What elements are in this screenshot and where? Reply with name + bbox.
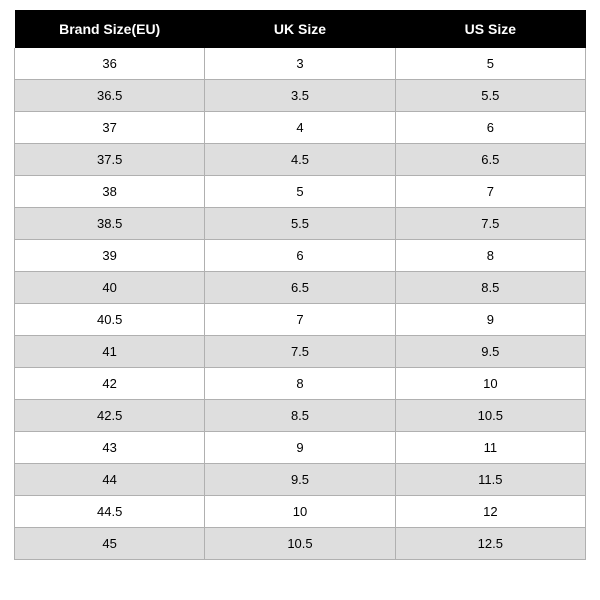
table-row: 417.59.5 bbox=[15, 336, 586, 368]
table-cell: 3.5 bbox=[205, 80, 395, 112]
table-cell: 5.5 bbox=[205, 208, 395, 240]
table-cell: 11.5 bbox=[395, 464, 585, 496]
table-row: 42810 bbox=[15, 368, 586, 400]
table-cell: 12.5 bbox=[395, 528, 585, 560]
table-row: 37.54.56.5 bbox=[15, 144, 586, 176]
table-cell: 38.5 bbox=[15, 208, 205, 240]
table-row: 406.58.5 bbox=[15, 272, 586, 304]
table-cell: 41 bbox=[15, 336, 205, 368]
table-cell: 5 bbox=[395, 48, 585, 80]
table-cell: 4.5 bbox=[205, 144, 395, 176]
table-cell: 6.5 bbox=[205, 272, 395, 304]
table-cell: 10 bbox=[395, 368, 585, 400]
table-row: 36.53.55.5 bbox=[15, 80, 586, 112]
table-cell: 36.5 bbox=[15, 80, 205, 112]
table-cell: 8 bbox=[395, 240, 585, 272]
table-row: 3857 bbox=[15, 176, 586, 208]
table-cell: 36 bbox=[15, 48, 205, 80]
table-body: 363536.53.55.5374637.54.56.5385738.55.57… bbox=[15, 48, 586, 560]
table-cell: 40 bbox=[15, 272, 205, 304]
table-cell: 3 bbox=[205, 48, 395, 80]
table-cell: 5.5 bbox=[395, 80, 585, 112]
table-cell: 8 bbox=[205, 368, 395, 400]
table-cell: 42.5 bbox=[15, 400, 205, 432]
table-cell: 39 bbox=[15, 240, 205, 272]
table-row: 38.55.57.5 bbox=[15, 208, 586, 240]
table-cell: 4 bbox=[205, 112, 395, 144]
table-row: 3746 bbox=[15, 112, 586, 144]
table-row: 4510.512.5 bbox=[15, 528, 586, 560]
table-cell: 44.5 bbox=[15, 496, 205, 528]
table-row: 44.51012 bbox=[15, 496, 586, 528]
table-header-row: Brand Size(EU) UK Size US Size bbox=[15, 10, 586, 48]
table-cell: 7 bbox=[205, 304, 395, 336]
table-cell: 38 bbox=[15, 176, 205, 208]
col-header-uk: UK Size bbox=[205, 10, 395, 48]
table-cell: 6.5 bbox=[395, 144, 585, 176]
table-cell: 37.5 bbox=[15, 144, 205, 176]
col-header-us: US Size bbox=[395, 10, 585, 48]
table-cell: 45 bbox=[15, 528, 205, 560]
table-cell: 8.5 bbox=[205, 400, 395, 432]
table-cell: 5 bbox=[205, 176, 395, 208]
table-cell: 10 bbox=[205, 496, 395, 528]
table-cell: 42 bbox=[15, 368, 205, 400]
table-cell: 40.5 bbox=[15, 304, 205, 336]
table-cell: 43 bbox=[15, 432, 205, 464]
table-row: 43911 bbox=[15, 432, 586, 464]
table-cell: 6 bbox=[205, 240, 395, 272]
table-row: 42.58.510.5 bbox=[15, 400, 586, 432]
table-cell: 9 bbox=[395, 304, 585, 336]
table-cell: 6 bbox=[395, 112, 585, 144]
table-cell: 11 bbox=[395, 432, 585, 464]
table-cell: 12 bbox=[395, 496, 585, 528]
table-cell: 37 bbox=[15, 112, 205, 144]
table-row: 3635 bbox=[15, 48, 586, 80]
table-cell: 10.5 bbox=[205, 528, 395, 560]
table-cell: 9.5 bbox=[395, 336, 585, 368]
table-cell: 8.5 bbox=[395, 272, 585, 304]
col-header-eu: Brand Size(EU) bbox=[15, 10, 205, 48]
table-cell: 7.5 bbox=[395, 208, 585, 240]
table-row: 40.579 bbox=[15, 304, 586, 336]
table-cell: 9.5 bbox=[205, 464, 395, 496]
table-row: 3968 bbox=[15, 240, 586, 272]
table-cell: 44 bbox=[15, 464, 205, 496]
table-cell: 7.5 bbox=[205, 336, 395, 368]
table-cell: 7 bbox=[395, 176, 585, 208]
table-row: 449.511.5 bbox=[15, 464, 586, 496]
size-chart-table: Brand Size(EU) UK Size US Size 363536.53… bbox=[14, 10, 586, 560]
table-cell: 10.5 bbox=[395, 400, 585, 432]
table-cell: 9 bbox=[205, 432, 395, 464]
